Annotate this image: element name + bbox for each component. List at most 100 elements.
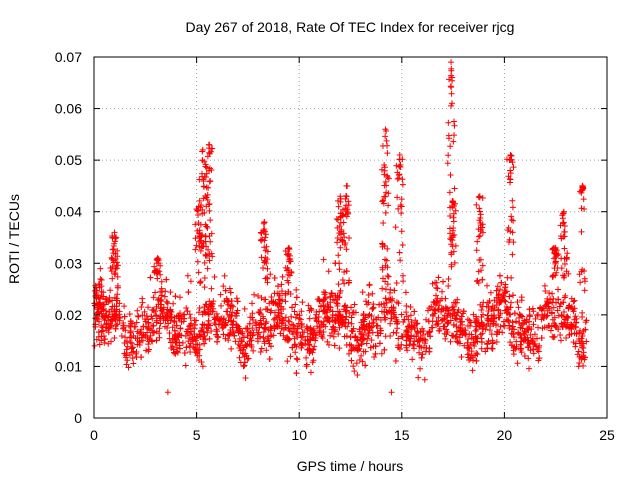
data-point (552, 244, 559, 251)
data-point (566, 331, 573, 338)
data-point (545, 303, 552, 310)
data-point (113, 303, 120, 310)
data-point (454, 338, 461, 345)
data-point (156, 325, 163, 332)
data-point (382, 278, 389, 285)
data-point (228, 298, 235, 305)
data-point (470, 339, 477, 346)
data-point (379, 264, 386, 271)
data-point (348, 314, 355, 321)
data-point (447, 172, 454, 179)
data-point (267, 309, 274, 316)
data-point (489, 337, 496, 344)
data-point (123, 361, 130, 368)
data-point (454, 309, 461, 316)
data-point (466, 331, 473, 338)
data-point (197, 279, 204, 286)
data-point (287, 325, 294, 332)
data-point (284, 358, 291, 365)
data-point (445, 119, 452, 126)
data-point (222, 287, 229, 294)
data-point (579, 313, 586, 320)
data-point (420, 344, 427, 351)
data-point (343, 333, 350, 340)
data-point (340, 306, 347, 313)
data-point (444, 320, 451, 327)
data-point (292, 301, 299, 308)
data-point (285, 317, 292, 324)
data-point (293, 329, 300, 336)
data-point (305, 302, 312, 309)
data-point (562, 316, 569, 323)
data-point (447, 143, 454, 150)
data-point (129, 355, 136, 362)
data-point (548, 323, 555, 330)
data-point (464, 339, 471, 346)
data-point (92, 321, 99, 328)
chart-title: Day 267 of 2018, Rate Of TEC Index for r… (186, 19, 515, 35)
data-point (157, 305, 164, 312)
data-point (382, 193, 389, 200)
data-point (128, 340, 135, 347)
data-point (307, 337, 314, 344)
data-point (127, 339, 134, 346)
data-point (578, 205, 585, 212)
data-point (206, 233, 213, 240)
data-point (383, 299, 390, 306)
data-point (223, 295, 230, 302)
data-point (111, 229, 118, 236)
data-point (580, 362, 587, 369)
data-point (145, 346, 152, 353)
data-point (417, 365, 424, 372)
data-point (569, 323, 576, 330)
data-point (337, 219, 344, 226)
data-point (335, 203, 342, 210)
data-point (359, 317, 366, 324)
data-point (440, 278, 447, 285)
data-point (324, 313, 331, 320)
data-point (158, 285, 165, 292)
data-point (130, 348, 137, 355)
data-point (256, 309, 263, 316)
data-point (448, 90, 455, 97)
data-point (507, 304, 514, 311)
data-point (366, 281, 373, 288)
data-point (434, 320, 441, 327)
data-point (262, 258, 269, 265)
data-point (396, 345, 403, 352)
data-point (416, 342, 423, 349)
data-point (372, 350, 379, 357)
data-point (138, 354, 145, 361)
data-point (341, 303, 348, 310)
data-point (504, 227, 511, 234)
data-point (555, 286, 562, 293)
data-point (348, 304, 355, 311)
data-point (255, 329, 262, 336)
data-point (452, 242, 459, 249)
data-point (202, 301, 209, 308)
data-point (168, 309, 175, 316)
data-point (313, 308, 320, 315)
data-point (340, 319, 347, 326)
data-point (116, 300, 123, 307)
data-point (445, 152, 452, 159)
data-point (330, 324, 337, 331)
data-point (414, 328, 421, 335)
data-point (109, 297, 116, 304)
data-point (547, 296, 554, 303)
data-point (581, 205, 588, 212)
data-point (342, 302, 349, 309)
data-point (258, 294, 265, 301)
data-point (554, 307, 561, 314)
data-point (356, 356, 363, 363)
data-point (161, 293, 168, 300)
data-point (473, 201, 480, 208)
data-point (121, 313, 128, 320)
data-point (582, 326, 589, 333)
data-point (391, 287, 398, 294)
data-point (535, 324, 541, 331)
data-point (175, 334, 182, 341)
data-point (580, 185, 587, 192)
data-point (167, 339, 174, 346)
data-point (507, 176, 514, 183)
